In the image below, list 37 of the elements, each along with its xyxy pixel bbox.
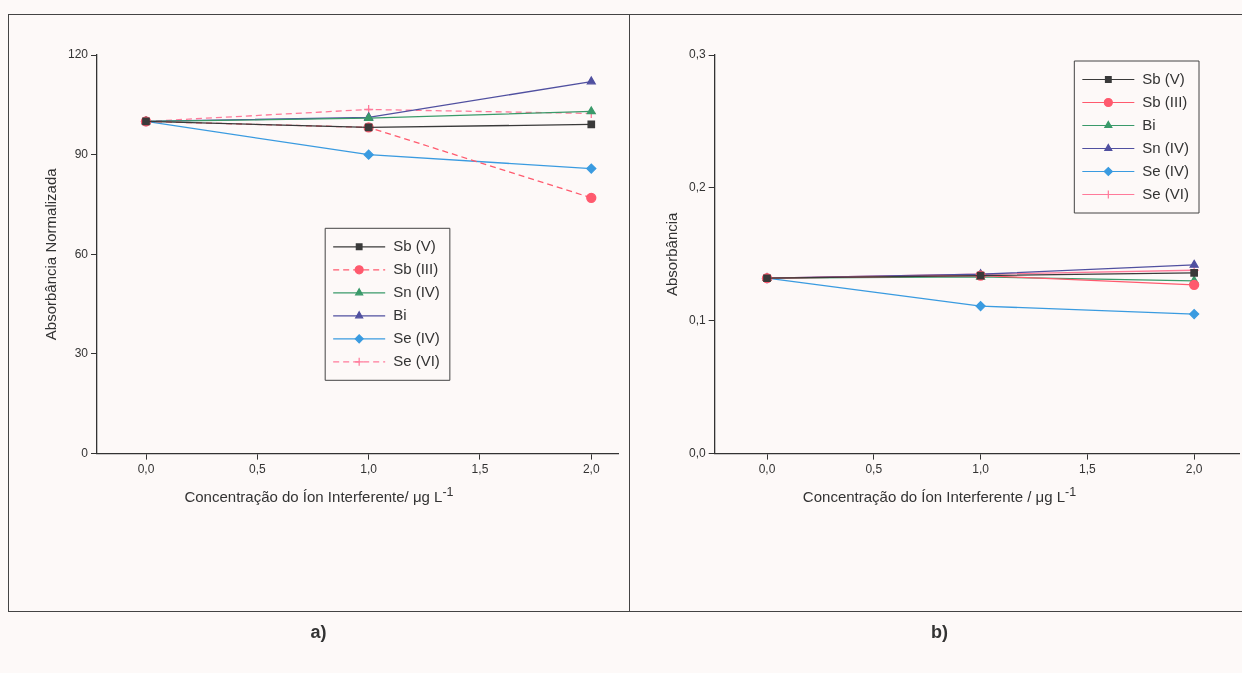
x-tick-label: 0,0 xyxy=(758,462,776,477)
legend-label: Sb (V) xyxy=(1142,69,1185,87)
x-tick-label: 1,5 xyxy=(471,462,489,477)
legend-label: Se (VI) xyxy=(1142,184,1190,202)
x-axis-title: Concentração do Íon Interferente / μg L$^{-1}$ xyxy=(801,485,1078,505)
legend-label: Se (IV) xyxy=(1142,161,1190,179)
legend-label: Sb (V) xyxy=(393,236,436,254)
y-tick-label: 120 xyxy=(67,47,89,62)
legend-label: Sn (IV) xyxy=(393,282,440,300)
x-tick-label: 0,5 xyxy=(865,462,883,477)
y-tick-label: 0,2 xyxy=(688,180,706,195)
x-tick-label: 0,0 xyxy=(137,462,155,477)
x-tick-label: 1,0 xyxy=(360,462,378,477)
legend-label: Se (IV) xyxy=(393,328,440,346)
legend-label: Bi xyxy=(1142,115,1156,133)
legend-label: Bi xyxy=(393,305,407,323)
y-tick-label: 30 xyxy=(74,346,89,361)
text: a) xyxy=(309,622,328,643)
x-tick-label: 2,0 xyxy=(1185,462,1203,477)
legend-label: Se (VI) xyxy=(393,351,440,369)
y-tick-label: 0,3 xyxy=(688,47,706,62)
x-tick-label: 1,5 xyxy=(1079,462,1097,477)
y-tick-label: 60 xyxy=(74,246,89,261)
x-tick-label: 2,0 xyxy=(582,462,600,477)
y-tick-label: 0,1 xyxy=(688,313,706,328)
x-tick-label: 1,0 xyxy=(972,462,990,477)
y-axis-title: Absorbância Normalizada xyxy=(42,167,60,341)
legend-label: Sb (III) xyxy=(393,259,439,277)
x-tick-label: 0,5 xyxy=(248,462,266,477)
legend-label: Sn (IV) xyxy=(1142,138,1190,156)
x-axis-title: Concentração do Íon Interferente/ μg L$^{-1}$ xyxy=(183,485,455,505)
text: b) xyxy=(930,622,949,643)
y-tick-label: 0,0 xyxy=(688,445,706,460)
y-tick-label: 90 xyxy=(74,146,89,161)
legend-label: Sb (III) xyxy=(1142,92,1188,110)
y-axis-title: Absorbância xyxy=(663,211,681,296)
y-tick-label: 0 xyxy=(81,445,89,460)
